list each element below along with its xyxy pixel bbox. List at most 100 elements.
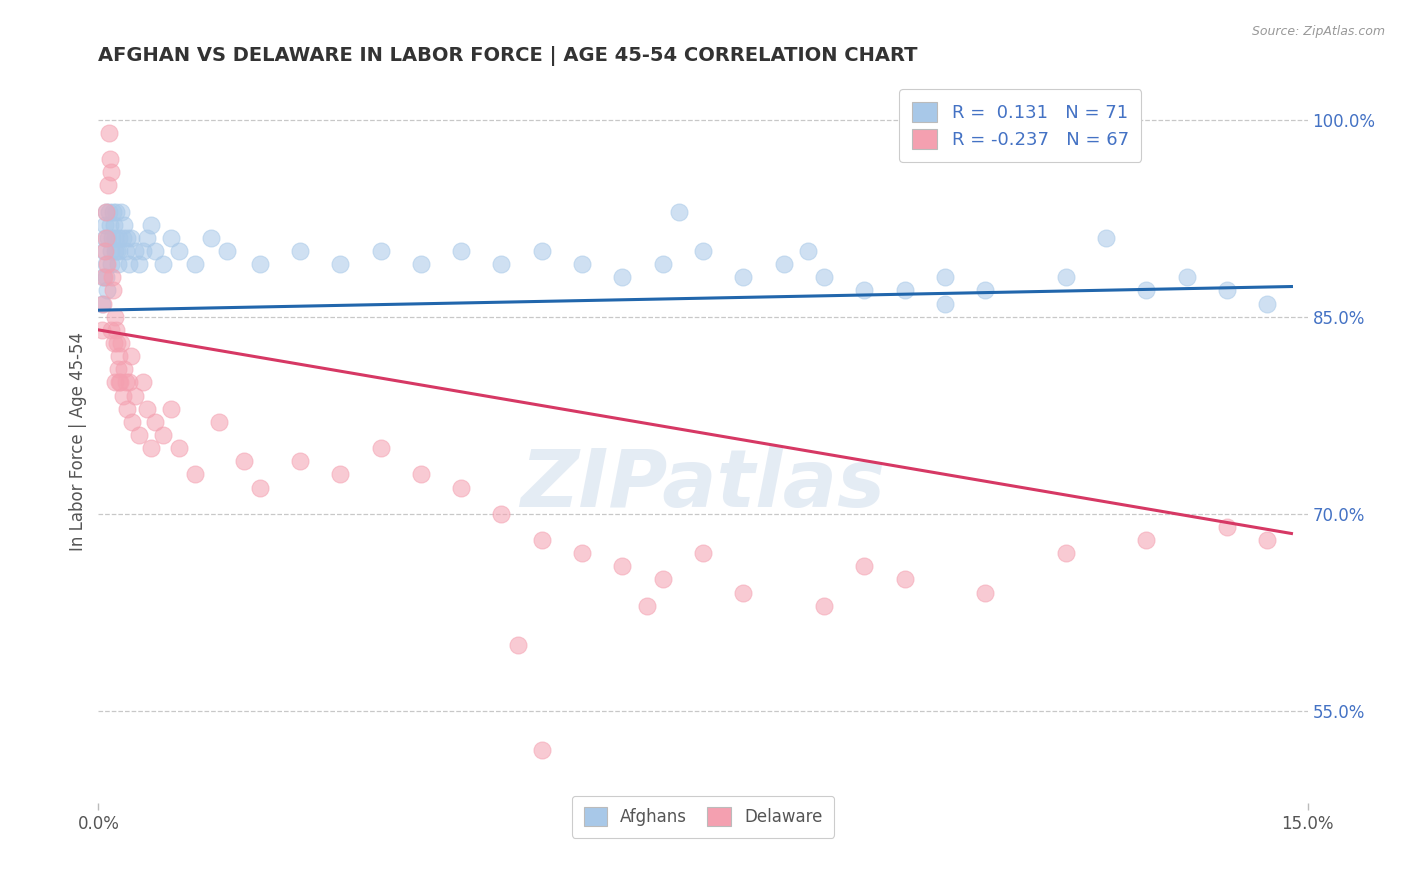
Point xyxy=(105,204,128,219)
Point xyxy=(107,257,129,271)
Point xyxy=(893,573,915,587)
Point xyxy=(103,218,125,232)
Point xyxy=(1054,546,1077,560)
Point xyxy=(101,270,124,285)
Point xyxy=(249,257,271,271)
Point xyxy=(530,244,553,258)
Point xyxy=(128,257,150,271)
Point xyxy=(139,218,162,232)
Point xyxy=(91,323,114,337)
Point xyxy=(974,284,997,298)
Point xyxy=(94,231,117,245)
Point xyxy=(101,204,124,219)
Point xyxy=(1216,520,1239,534)
Point xyxy=(1135,284,1157,298)
Point xyxy=(668,204,690,219)
Point xyxy=(571,257,593,271)
Point xyxy=(100,257,122,271)
Point xyxy=(97,231,120,245)
Point xyxy=(107,376,129,390)
Point xyxy=(118,257,141,271)
Point xyxy=(114,376,136,390)
Point xyxy=(121,415,143,429)
Point xyxy=(1216,284,1239,298)
Point xyxy=(530,533,553,547)
Point xyxy=(450,244,472,258)
Point xyxy=(91,296,114,310)
Point xyxy=(96,270,118,285)
Point xyxy=(853,284,876,298)
Point xyxy=(1175,270,1198,285)
Point xyxy=(104,231,127,245)
Point xyxy=(160,231,183,245)
Point xyxy=(104,376,127,390)
Point xyxy=(733,585,755,599)
Point xyxy=(120,231,142,245)
Point xyxy=(111,231,134,245)
Point xyxy=(152,257,174,271)
Point xyxy=(370,244,392,258)
Point xyxy=(124,244,146,258)
Point xyxy=(1135,533,1157,547)
Point xyxy=(132,244,155,258)
Point xyxy=(152,428,174,442)
Point xyxy=(103,336,125,351)
Point xyxy=(506,638,529,652)
Point xyxy=(409,467,432,482)
Point xyxy=(132,376,155,390)
Point xyxy=(100,244,122,258)
Point xyxy=(108,376,131,390)
Point xyxy=(94,218,117,232)
Point xyxy=(100,323,122,337)
Point xyxy=(217,244,239,258)
Legend: Afghans, Delaware: Afghans, Delaware xyxy=(572,796,834,838)
Point xyxy=(530,743,553,757)
Point xyxy=(135,401,157,416)
Point xyxy=(1256,533,1278,547)
Point xyxy=(112,362,135,376)
Point xyxy=(143,415,166,429)
Point xyxy=(288,454,311,468)
Point xyxy=(491,507,513,521)
Point xyxy=(98,218,121,232)
Point xyxy=(107,362,129,376)
Text: ZIPatlas: ZIPatlas xyxy=(520,446,886,524)
Point xyxy=(96,257,118,271)
Point xyxy=(120,349,142,363)
Point xyxy=(96,204,118,219)
Point xyxy=(184,257,207,271)
Point xyxy=(124,388,146,402)
Point xyxy=(208,415,231,429)
Point xyxy=(111,388,134,402)
Point xyxy=(143,244,166,258)
Point xyxy=(91,296,114,310)
Point xyxy=(974,585,997,599)
Point xyxy=(110,336,132,351)
Point xyxy=(636,599,658,613)
Point xyxy=(103,310,125,324)
Point xyxy=(118,376,141,390)
Point xyxy=(94,231,117,245)
Point xyxy=(853,559,876,574)
Point xyxy=(571,546,593,560)
Point xyxy=(249,481,271,495)
Point xyxy=(114,244,136,258)
Point xyxy=(117,231,139,245)
Point xyxy=(651,257,673,271)
Point xyxy=(491,257,513,271)
Y-axis label: In Labor Force | Age 45-54: In Labor Force | Age 45-54 xyxy=(69,332,87,551)
Point xyxy=(117,401,139,416)
Point xyxy=(108,244,131,258)
Text: AFGHAN VS DELAWARE IN LABOR FORCE | AGE 45-54 CORRELATION CHART: AFGHAN VS DELAWARE IN LABOR FORCE | AGE … xyxy=(98,45,918,66)
Point xyxy=(110,204,132,219)
Point xyxy=(409,257,432,271)
Point xyxy=(97,126,120,140)
Point xyxy=(329,257,352,271)
Point xyxy=(329,467,352,482)
Point xyxy=(772,257,794,271)
Point xyxy=(200,231,222,245)
Point xyxy=(96,257,118,271)
Point xyxy=(160,401,183,416)
Point xyxy=(651,573,673,587)
Point xyxy=(934,296,956,310)
